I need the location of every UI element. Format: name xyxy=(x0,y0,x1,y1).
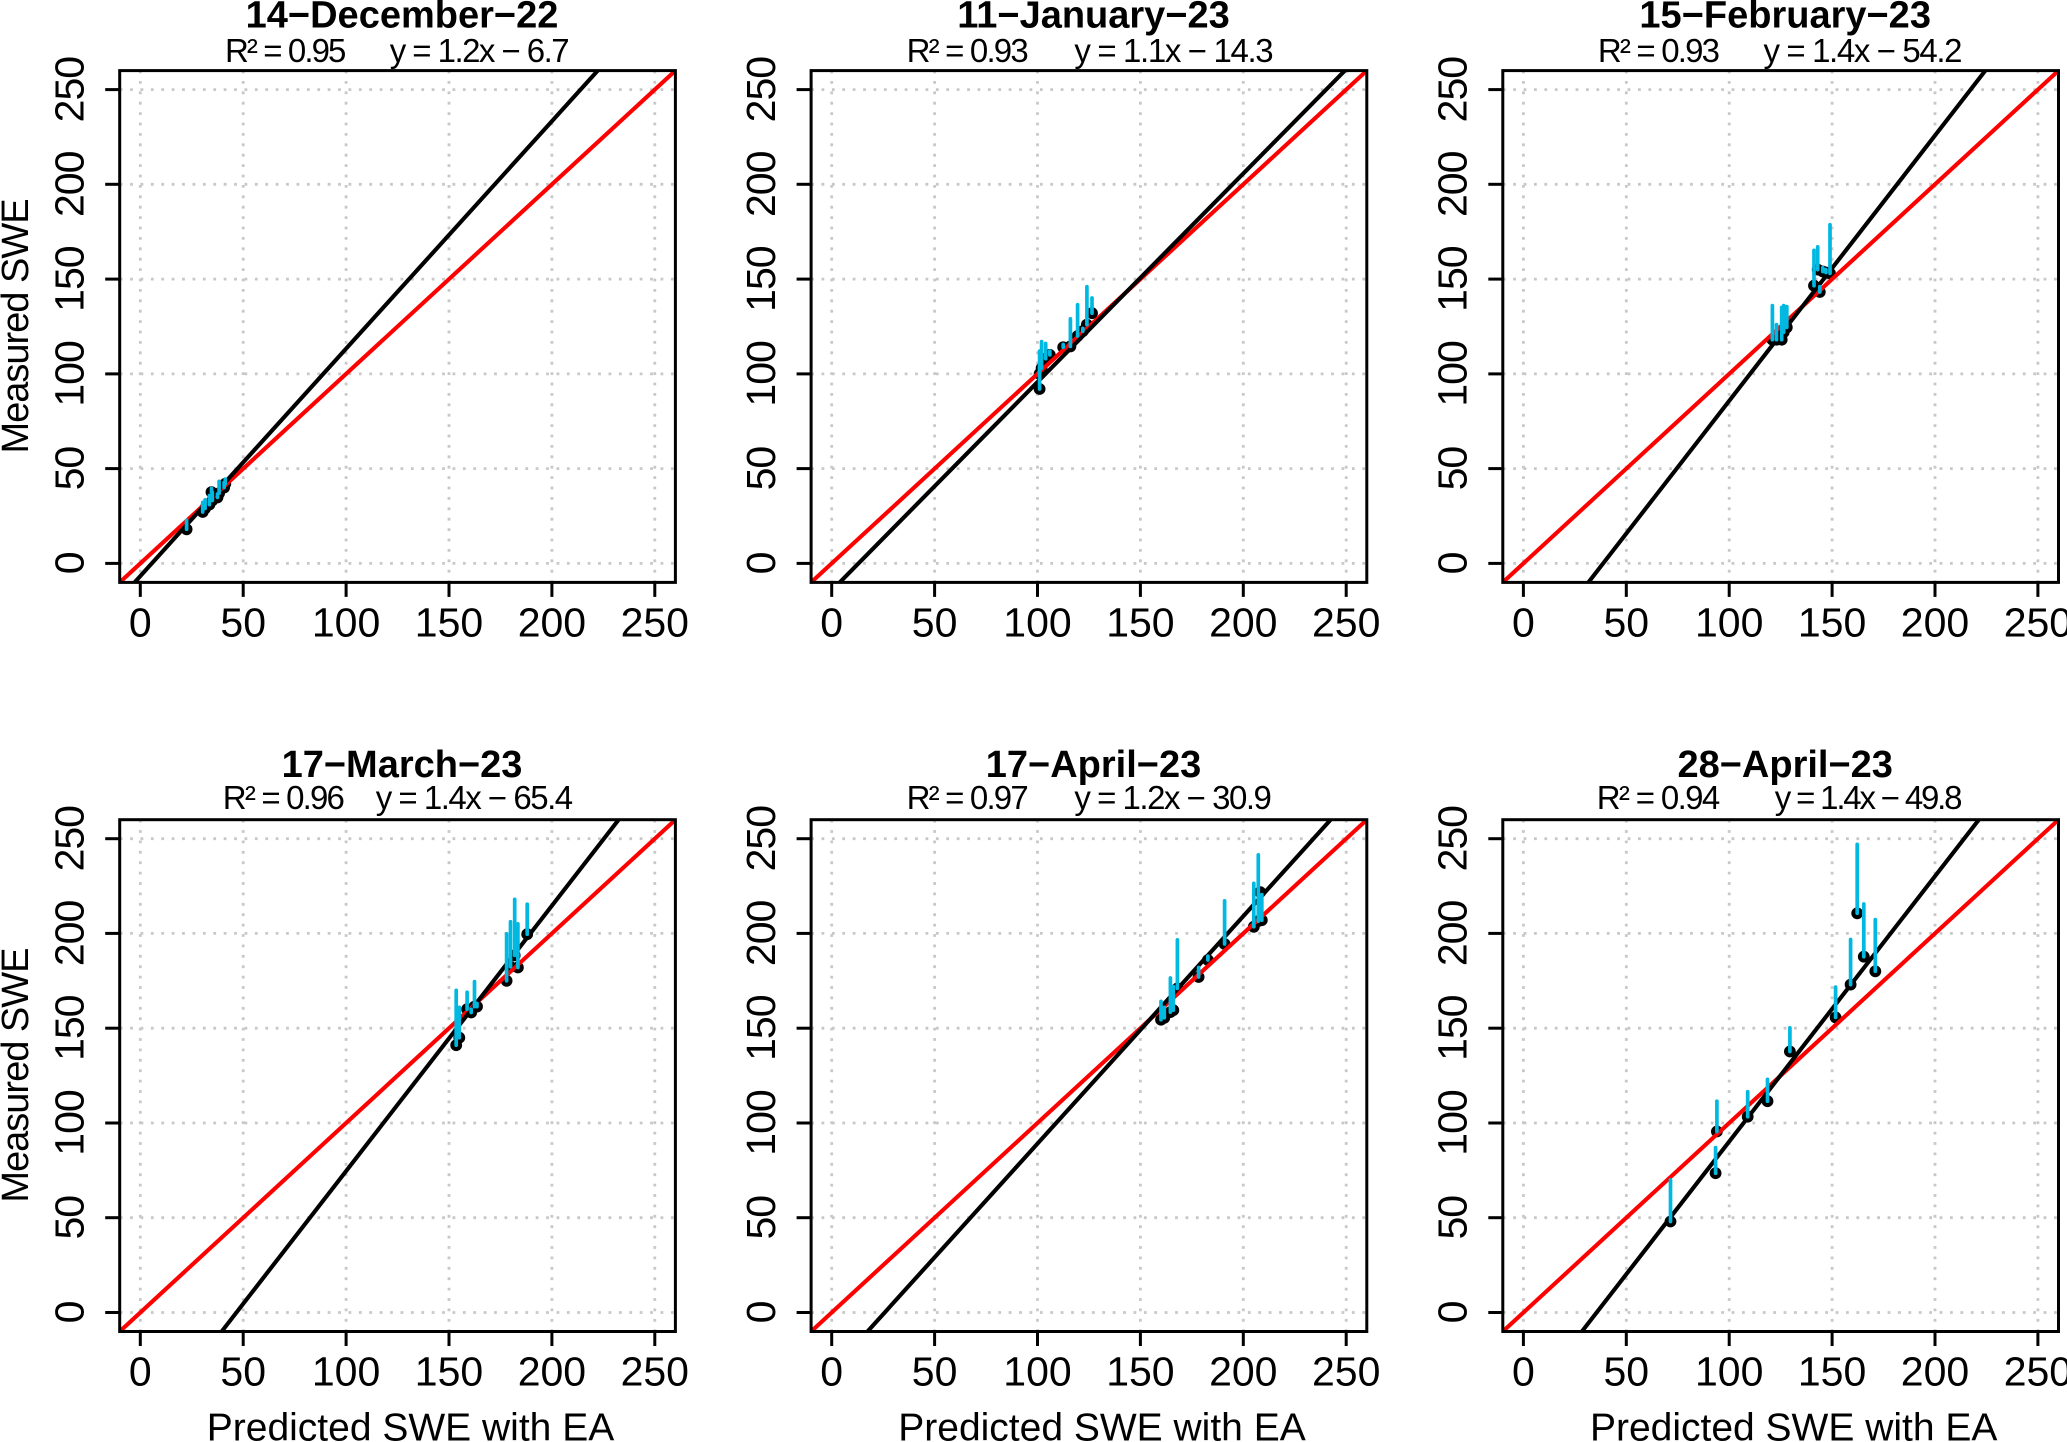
svg-text:50: 50 xyxy=(738,447,784,491)
svg-text:250: 250 xyxy=(47,806,93,872)
svg-text:Predicted SWE with EA: Predicted SWE with EA xyxy=(898,1407,1305,1442)
svg-text:0: 0 xyxy=(1430,552,1476,574)
svg-text:y = 1.4x − 54.2: y = 1.4x − 54.2 xyxy=(1764,32,1963,69)
svg-text:150: 150 xyxy=(1430,246,1476,312)
svg-text:250: 250 xyxy=(47,57,93,123)
svg-text:50: 50 xyxy=(47,447,93,491)
svg-text:250: 250 xyxy=(738,57,784,123)
svg-text:R² = 0.93: R² = 0.93 xyxy=(1598,32,1720,69)
svg-text:250: 250 xyxy=(621,599,689,645)
svg-text:50: 50 xyxy=(220,1349,266,1395)
svg-text:100: 100 xyxy=(1430,1090,1476,1156)
svg-text:0: 0 xyxy=(820,1349,843,1395)
svg-text:R² = 0.93: R² = 0.93 xyxy=(907,32,1029,69)
svg-text:200: 200 xyxy=(1209,1349,1277,1395)
svg-text:200: 200 xyxy=(1430,901,1476,967)
svg-text:17−April−23: 17−April−23 xyxy=(986,744,1201,786)
svg-text:150: 150 xyxy=(1798,1349,1866,1395)
svg-text:200: 200 xyxy=(518,599,586,645)
svg-text:0: 0 xyxy=(47,1301,93,1323)
svg-text:100: 100 xyxy=(47,341,93,407)
svg-text:100: 100 xyxy=(738,341,784,407)
svg-text:15−February−23: 15−February−23 xyxy=(1639,0,1931,36)
svg-text:50: 50 xyxy=(738,1196,784,1240)
svg-text:200: 200 xyxy=(1430,151,1476,217)
svg-text:11−January−23: 11−January−23 xyxy=(957,0,1230,36)
svg-text:0: 0 xyxy=(1430,1301,1476,1323)
svg-text:50: 50 xyxy=(47,1196,93,1240)
svg-text:150: 150 xyxy=(415,599,483,645)
svg-text:50: 50 xyxy=(1430,447,1476,491)
svg-text:150: 150 xyxy=(47,995,93,1061)
svg-text:150: 150 xyxy=(1106,1349,1174,1395)
svg-text:200: 200 xyxy=(1901,1349,1969,1395)
svg-text:150: 150 xyxy=(738,995,784,1061)
svg-text:50: 50 xyxy=(1430,1196,1476,1240)
svg-text:0: 0 xyxy=(1512,1349,1535,1395)
svg-text:R² = 0.94: R² = 0.94 xyxy=(1597,779,1721,816)
svg-text:250: 250 xyxy=(1430,57,1476,123)
svg-text:14−December−22: 14−December−22 xyxy=(246,0,559,36)
svg-text:R² = 0.96: R² = 0.96 xyxy=(223,779,345,816)
svg-text:100: 100 xyxy=(1430,341,1476,407)
svg-text:150: 150 xyxy=(738,246,784,312)
svg-text:100: 100 xyxy=(1003,599,1071,645)
svg-text:200: 200 xyxy=(738,151,784,217)
svg-text:50: 50 xyxy=(1603,599,1649,645)
svg-text:200: 200 xyxy=(1901,599,1969,645)
svg-text:0: 0 xyxy=(129,599,152,645)
svg-text:Predicted SWE with EA: Predicted SWE with EA xyxy=(207,1407,614,1442)
svg-text:R² = 0.95: R² = 0.95 xyxy=(225,32,346,69)
svg-text:0: 0 xyxy=(129,1349,152,1395)
svg-text:150: 150 xyxy=(415,1349,483,1395)
svg-text:150: 150 xyxy=(1798,599,1866,645)
svg-text:250: 250 xyxy=(738,806,784,872)
svg-text:250: 250 xyxy=(2004,1349,2067,1395)
svg-text:200: 200 xyxy=(518,1349,586,1395)
svg-text:250: 250 xyxy=(1312,1349,1380,1395)
svg-text:200: 200 xyxy=(738,901,784,967)
svg-text:250: 250 xyxy=(621,1349,689,1395)
svg-text:Measured SWE: Measured SWE xyxy=(0,199,37,453)
svg-text:150: 150 xyxy=(47,246,93,312)
svg-text:50: 50 xyxy=(220,599,266,645)
svg-text:0: 0 xyxy=(47,552,93,574)
svg-text:R² = 0.97: R² = 0.97 xyxy=(907,779,1029,816)
svg-text:150: 150 xyxy=(1106,599,1174,645)
svg-text:y = 1.4x − 65.4: y = 1.4x − 65.4 xyxy=(376,779,573,816)
svg-text:0: 0 xyxy=(820,599,843,645)
svg-text:100: 100 xyxy=(738,1090,784,1156)
svg-text:y = 1.1x − 14.3: y = 1.1x − 14.3 xyxy=(1074,32,1273,69)
svg-text:250: 250 xyxy=(1312,599,1380,645)
svg-text:y = 1.4x − 49.8: y = 1.4x − 49.8 xyxy=(1775,779,1963,816)
svg-text:200: 200 xyxy=(1209,599,1277,645)
svg-text:50: 50 xyxy=(912,1349,958,1395)
svg-text:100: 100 xyxy=(1003,1349,1071,1395)
svg-text:50: 50 xyxy=(912,599,958,645)
svg-text:200: 200 xyxy=(47,151,93,217)
svg-text:Predicted SWE with EA: Predicted SWE with EA xyxy=(1590,1407,1997,1442)
svg-text:0: 0 xyxy=(738,1301,784,1323)
svg-text:50: 50 xyxy=(1603,1349,1649,1395)
svg-text:y = 1.2x − 30.9: y = 1.2x − 30.9 xyxy=(1074,779,1272,816)
svg-text:100: 100 xyxy=(312,599,380,645)
svg-text:250: 250 xyxy=(1430,806,1476,872)
svg-text:100: 100 xyxy=(47,1090,93,1156)
svg-text:17−March−23: 17−March−23 xyxy=(282,744,523,786)
svg-text:0: 0 xyxy=(738,552,784,574)
svg-text:250: 250 xyxy=(2004,599,2067,645)
svg-text:100: 100 xyxy=(1695,1349,1763,1395)
svg-text:0: 0 xyxy=(1512,599,1535,645)
svg-text:y = 1.2x − 6.7: y = 1.2x − 6.7 xyxy=(390,32,570,69)
svg-text:100: 100 xyxy=(312,1349,380,1395)
svg-text:150: 150 xyxy=(1430,995,1476,1061)
svg-text:200: 200 xyxy=(47,901,93,967)
svg-text:100: 100 xyxy=(1695,599,1763,645)
svg-text:Measured SWE: Measured SWE xyxy=(0,949,37,1203)
svg-text:28−April−23: 28−April−23 xyxy=(1677,744,1892,786)
